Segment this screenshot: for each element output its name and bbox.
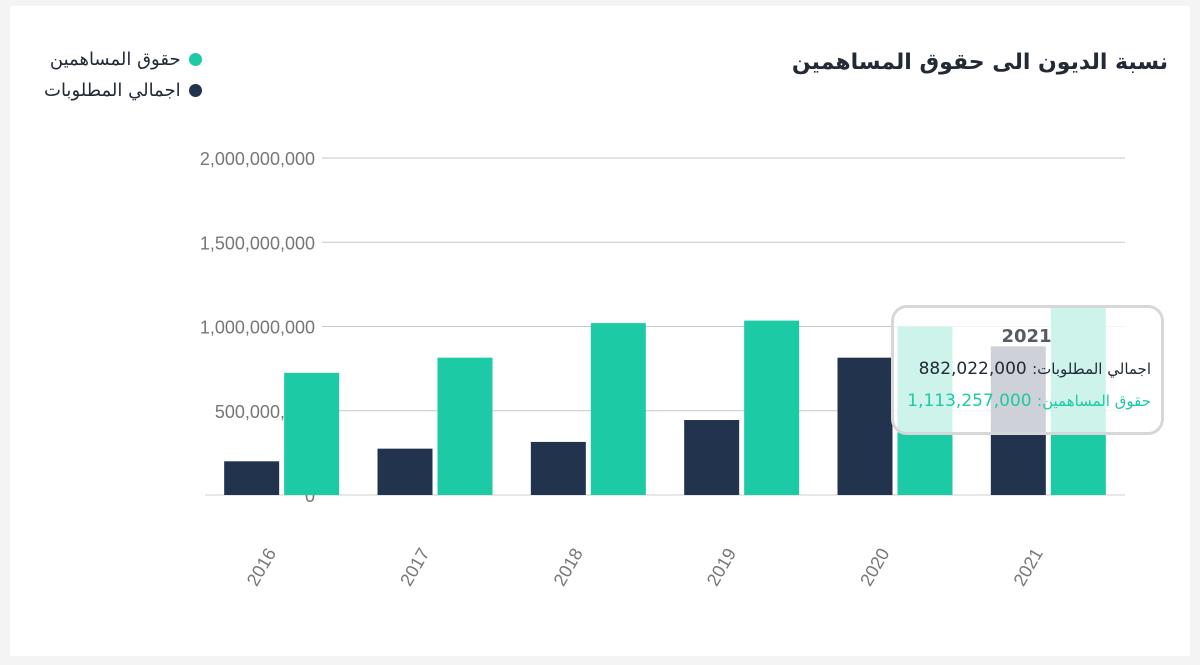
bar-equity-2016[interactable] xyxy=(284,372,340,495)
y-tick-label: 0 xyxy=(305,486,315,506)
x-tick-label: 2018 xyxy=(549,545,586,590)
bar-liabilities-2018[interactable] xyxy=(530,441,586,495)
legend-item-equity[interactable]: حقوق المساهمين xyxy=(44,44,202,75)
bar-liabilities-2020[interactable] xyxy=(837,357,893,495)
tooltip-equity-value: 1,113,257,000 xyxy=(907,391,1032,411)
legend-dot-liabilities-icon xyxy=(188,84,202,97)
bar-equity-2017[interactable] xyxy=(437,357,493,495)
x-tick-label: 2017 xyxy=(396,545,433,590)
x-tick-label: 2020 xyxy=(856,545,893,590)
legend-item-liabilities[interactable]: اجمالي المطلوبات xyxy=(44,75,202,106)
bar-equity-2019[interactable] xyxy=(744,320,800,495)
bar-equity-2018[interactable] xyxy=(590,323,646,495)
x-tick-label: 2016 xyxy=(243,545,280,590)
tooltip-liabilities-label: اجمالي المطلوبات: xyxy=(1032,360,1151,378)
x-tick-label: 2019 xyxy=(703,545,740,590)
y-tick-label: 2,000,000,000 xyxy=(200,149,315,169)
bar-liabilities-2019[interactable] xyxy=(684,420,740,495)
legend-label-equity: حقوق المساهمين xyxy=(49,49,181,70)
tooltip-year: 2021 xyxy=(1001,326,1052,347)
y-tick-label: 1,500,000,000 xyxy=(200,233,315,253)
legend-label-liabilities: اجمالي المطلوبات xyxy=(44,80,181,101)
legend-dot-equity-icon xyxy=(188,53,202,66)
tooltip-liabilities-value: 882,022,000 xyxy=(918,359,1027,379)
tooltip-liabilities-row: اجمالي المطلوبات: 882,022,000 xyxy=(902,353,1151,385)
tooltip: 2021 اجمالي المطلوبات: 882,022,000 حقوق … xyxy=(891,305,1164,435)
y-tick-label: 1,000,000,000 xyxy=(200,318,315,338)
legend: حقوق المساهمين اجمالي المطلوبات xyxy=(44,44,202,106)
tooltip-equity-row: حقوق المساهمين: 1,113,257,000 xyxy=(902,385,1151,417)
bar-liabilities-2017[interactable] xyxy=(377,448,433,495)
x-tick-label: 2021 xyxy=(1009,545,1046,590)
chart-title: نسبة الديون الى حقوق المساهمين xyxy=(791,50,1168,75)
tooltip-equity-label: حقوق المساهمين: xyxy=(1037,392,1151,410)
bar-liabilities-2016[interactable] xyxy=(224,461,280,495)
